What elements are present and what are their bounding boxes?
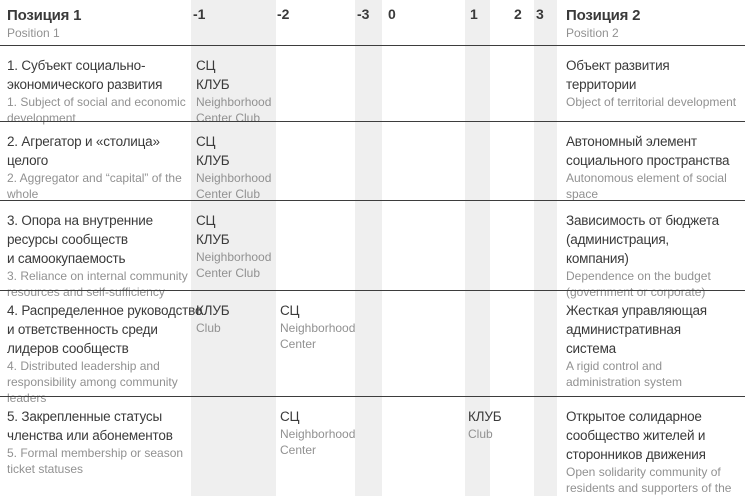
- mark-en: Neighborhood Center: [280, 321, 356, 351]
- row-position2-cell: Объект развития территории Object of ter…: [566, 56, 736, 110]
- scale-header-minus1: -1: [193, 6, 206, 22]
- row-position1-cell: 4. Распределенное руководство и ответств…: [7, 301, 202, 406]
- row-position1-cell: 3. Опора на внутренние ресурсы сообществ…: [7, 211, 188, 300]
- mark-ru: СЦ: [280, 409, 300, 424]
- scale-header-plus1: 1: [470, 6, 478, 22]
- mark-cell-col-minus2: СЦ Neighborhood Center: [280, 407, 355, 458]
- row-title-en: 3. Reliance on internal community resour…: [7, 269, 188, 299]
- row-title-en: 5. Formal membership or season ticket st…: [7, 446, 184, 476]
- mark-cell-col-minus2: СЦ Neighborhood Center: [280, 301, 355, 352]
- mark-en: Club: [468, 427, 493, 441]
- mark-cell-col-plus1: КЛУБ Club: [468, 407, 502, 442]
- row-title-ru: Зависимость от бюджета (администрация, к…: [566, 213, 719, 266]
- mark-en: Neighborhood Center Club: [196, 250, 272, 280]
- header-position1: Позиция 1 Position 1: [7, 6, 82, 41]
- mark-ru: СЦ: [280, 303, 300, 318]
- row-title-ru: Открытое солидарное сообщество жителей и…: [566, 409, 706, 462]
- scale-header-minus2: -2: [277, 6, 290, 22]
- mark-cell-col-minus1: СЦ КЛУБ Neighborhood Center Club: [196, 132, 271, 202]
- row-title-en: Object of territorial development: [566, 95, 737, 109]
- header-position2-subtitle: Position 2: [566, 26, 619, 40]
- row-title-ru: 2. Агрегатор и «столица» целого: [7, 134, 160, 168]
- mark-cell-col-minus1: КЛУБ Club: [196, 301, 230, 336]
- scale-header-minus3: -3: [357, 6, 370, 22]
- table-row: 3. Опора на внутренние ресурсы сообществ…: [0, 200, 745, 299]
- row-title-ru: 1. Субъект социально- экономического раз…: [7, 58, 163, 92]
- header-position1-subtitle: Position 1: [7, 26, 60, 40]
- row-title-ru: 4. Распределенное руководство и ответств…: [7, 303, 203, 356]
- row-position1-cell: 1. Субъект социально- экономического раз…: [7, 56, 186, 126]
- row-title-ru: 3. Опора на внутренние ресурсы сообществ…: [7, 213, 153, 266]
- column-stripe-minus1: [191, 0, 276, 496]
- mark-ru: СЦ КЛУБ: [196, 213, 230, 247]
- row-title-ru: 5. Закрепленные статусы членства или або…: [7, 409, 173, 443]
- row-title-en: A rigid control and administration syste…: [566, 359, 683, 389]
- row-position2-cell: Жесткая управляющая административная сис…: [566, 301, 707, 390]
- scale-header-plus3: 3: [536, 6, 544, 22]
- row-title-ru: Объект развития территории: [566, 58, 670, 92]
- mark-cell-col-minus1: СЦ КЛУБ Neighborhood Center Club: [196, 211, 271, 281]
- mark-en: Neighborhood Center Club: [196, 171, 272, 201]
- table-row: 1. Субъект социально- экономического раз…: [0, 45, 745, 125]
- column-stripe-plus1: [465, 0, 490, 496]
- header-position2: Позиция 2 Position 2: [566, 6, 641, 41]
- mark-ru: КЛУБ: [468, 409, 502, 424]
- mark-ru: СЦ КЛУБ: [196, 58, 230, 92]
- row-title-en: Open solidarity community of residents a…: [566, 465, 732, 495]
- header-position2-title: Позиция 2: [566, 7, 641, 24]
- scale-header-plus2: 2: [514, 6, 522, 22]
- mark-en: Neighborhood Center: [280, 427, 356, 457]
- column-stripe-minus3: [355, 0, 382, 496]
- row-title-en: 1. Subject of social and economic develo…: [7, 95, 186, 125]
- row-title-en: 4. Distributed leadership and responsibi…: [7, 359, 178, 405]
- row-title-en: Autonomous element of social space: [566, 171, 727, 201]
- row-position2-cell: Зависимость от бюджета (администрация, к…: [566, 211, 719, 300]
- row-position2-cell: Автономный элемент социального пространс…: [566, 132, 730, 202]
- row-title-en: 2. Aggregator and “capital” of the whole: [7, 171, 182, 201]
- row-position1-cell: 5. Закрепленные статусы членства или або…: [7, 407, 183, 477]
- row-position1-cell: 2. Агрегатор и «столица» целого 2. Aggre…: [7, 132, 182, 202]
- header-position1-title: Позиция 1: [7, 7, 82, 24]
- row-title-en: Dependence on the budget (government or …: [566, 269, 711, 299]
- row-title-ru: Жесткая управляющая административная сис…: [566, 303, 707, 356]
- row-position2-cell: Открытое солидарное сообщество жителей и…: [566, 407, 731, 496]
- table-row: 5. Закрепленные статусы членства или або…: [0, 396, 745, 496]
- scale-header-zero: 0: [388, 6, 396, 22]
- column-stripe-plus3: [534, 0, 557, 496]
- mark-ru: СЦ КЛУБ: [196, 134, 230, 168]
- row-title-ru: Автономный элемент социального пространс…: [566, 134, 730, 168]
- mark-ru: КЛУБ: [196, 303, 230, 318]
- table-row: 4. Распределенное руководство и ответств…: [0, 290, 745, 405]
- mark-en: Club: [196, 321, 221, 335]
- table-row: 2. Агрегатор и «столица» целого 2. Aggre…: [0, 121, 745, 202]
- mark-cell-col-minus1: СЦ КЛУБ Neighborhood Center Club: [196, 56, 271, 126]
